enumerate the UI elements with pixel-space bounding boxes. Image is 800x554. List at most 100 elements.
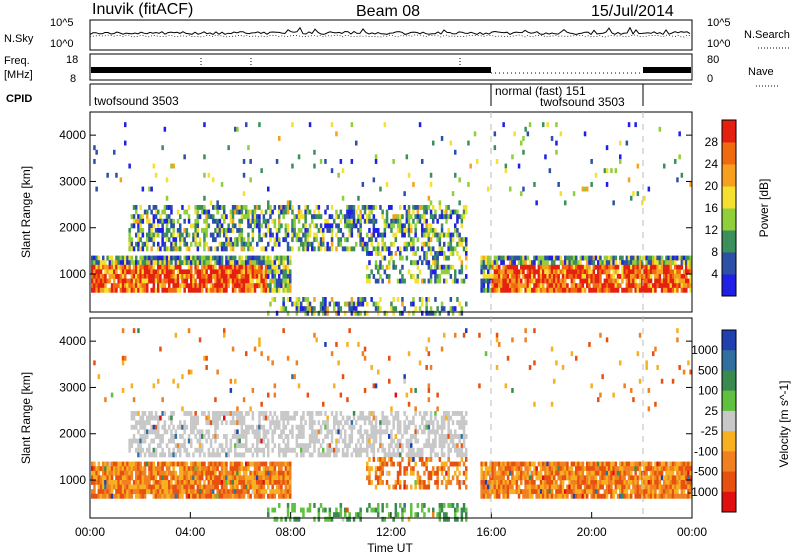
velocity-cell xyxy=(159,475,162,481)
velocity-cell xyxy=(502,475,505,481)
velocity-cell xyxy=(346,415,349,421)
power-cell xyxy=(352,218,356,224)
velocity-cell xyxy=(139,466,142,472)
power-cell xyxy=(577,274,580,279)
power-cell xyxy=(141,269,145,275)
velocity-cell xyxy=(427,351,431,357)
velocity-cell xyxy=(207,493,211,499)
power-cell xyxy=(275,269,279,275)
velocity-cell xyxy=(379,420,382,426)
power-cell xyxy=(216,246,219,252)
power-cell xyxy=(91,260,94,266)
power-cell xyxy=(660,269,664,275)
power-cell xyxy=(625,283,629,289)
velocity-cell xyxy=(236,438,239,444)
power-cell xyxy=(194,283,197,289)
power-cell xyxy=(377,269,380,275)
power-cell xyxy=(249,274,252,279)
power-cell xyxy=(553,260,556,266)
velocity-cell xyxy=(535,484,538,490)
power-cell xyxy=(427,278,431,284)
velocity-cell xyxy=(275,475,279,481)
power-cell xyxy=(249,223,252,229)
power-cell xyxy=(231,283,235,289)
velocity-cell xyxy=(192,470,195,476)
power-cell xyxy=(456,278,459,284)
velocity-cell xyxy=(374,429,378,435)
velocity-cell xyxy=(465,420,468,426)
power-cell xyxy=(564,278,567,284)
power-cell xyxy=(674,255,677,261)
velocity-cell xyxy=(443,434,446,439)
velocity-cell xyxy=(139,452,142,458)
power-cell xyxy=(407,228,411,233)
power-cell xyxy=(275,283,279,289)
power-cell xyxy=(110,260,114,266)
power-cell xyxy=(214,274,217,279)
power-cell xyxy=(581,186,585,192)
velocity-cell xyxy=(273,411,277,416)
power-cell xyxy=(165,260,169,266)
velocity-cell xyxy=(205,470,208,476)
velocity-cell xyxy=(172,493,175,499)
velocity-cell xyxy=(251,443,255,449)
velocity-cell xyxy=(429,447,433,453)
power-cell xyxy=(284,255,288,261)
velocity-cell xyxy=(372,429,376,435)
velocity-cell xyxy=(242,480,246,485)
power-cell xyxy=(377,251,380,256)
velocity-cell xyxy=(542,489,545,495)
power-cell xyxy=(487,264,490,270)
power-cell xyxy=(407,205,411,210)
velocity-cell xyxy=(260,411,263,416)
power-cell xyxy=(671,278,675,284)
power-cell xyxy=(368,278,371,284)
velocity-cell xyxy=(337,420,340,426)
power-cell xyxy=(183,228,186,233)
velocity-cell xyxy=(207,447,211,453)
power-cell xyxy=(93,269,96,275)
power-cell xyxy=(399,278,402,284)
velocity-cell xyxy=(440,466,444,472)
power-cell xyxy=(269,237,272,243)
velocity-cell xyxy=(344,512,347,518)
velocity-cell xyxy=(220,447,224,453)
velocity-cell xyxy=(282,493,285,499)
power-cell xyxy=(238,237,241,243)
velocity-cell xyxy=(143,461,147,467)
power-cell xyxy=(218,283,222,289)
power-cell xyxy=(368,237,371,243)
power-cell xyxy=(608,287,611,293)
power-cell xyxy=(370,241,373,247)
velocity-cell xyxy=(517,470,521,476)
power-cell xyxy=(152,163,156,169)
velocity-cell xyxy=(559,493,563,499)
power-cell xyxy=(163,246,167,252)
power-cell xyxy=(253,218,257,224)
velocity-cell xyxy=(214,480,217,485)
velocity-cell xyxy=(372,411,376,416)
power-cell xyxy=(566,283,569,289)
velocity-cell xyxy=(284,516,288,522)
velocity-cell xyxy=(381,447,384,453)
power-cell xyxy=(557,264,560,270)
power-cell xyxy=(181,205,184,210)
power-cell xyxy=(443,232,446,238)
velocity-cell xyxy=(550,480,554,485)
velocity-cell xyxy=(225,420,228,426)
velocity-cell xyxy=(163,470,167,476)
velocity-cell xyxy=(271,466,274,472)
power-cell xyxy=(205,255,208,261)
power-cell xyxy=(460,264,464,270)
power-cell xyxy=(416,209,420,215)
power-cell xyxy=(148,228,151,233)
power-cell xyxy=(579,269,582,275)
velocity-cell xyxy=(223,480,226,485)
power-cell xyxy=(319,237,323,243)
velocity-cell xyxy=(522,489,525,495)
power-cell xyxy=(484,264,488,270)
velocity-cell xyxy=(141,415,145,421)
power-cell xyxy=(482,260,486,266)
velocity-cell xyxy=(150,411,153,416)
power-cell xyxy=(438,278,442,284)
